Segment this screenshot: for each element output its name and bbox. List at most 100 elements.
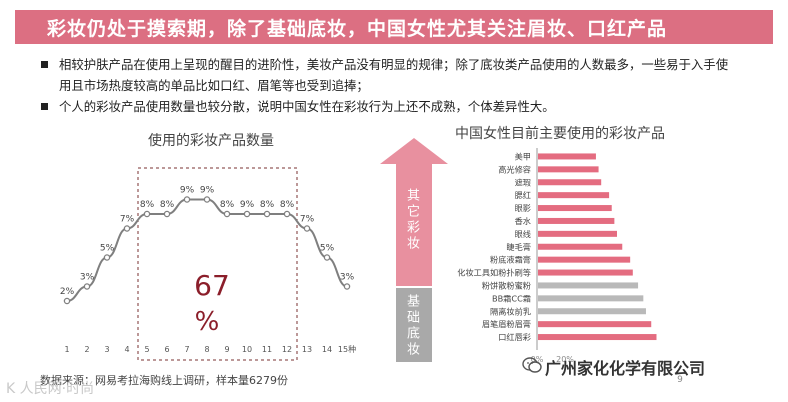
data-label: 9%	[180, 186, 195, 196]
data-label: 3%	[340, 273, 355, 283]
source-note: 数据来源：网易考拉海购线上调研，样本量6279份	[40, 374, 288, 387]
bullet-item: 个人的彩妆产品使用数量也较分散，说明中国女性在彩妆行为上还不成熟，个体差异性大。	[35, 96, 755, 117]
arrow-head	[380, 138, 448, 286]
x-tick-label: 5	[144, 345, 149, 354]
data-label: 7%	[300, 215, 315, 225]
data-point	[83, 283, 91, 290]
category-label: 隔离妆前乳	[490, 306, 531, 316]
arrow-top-label: 其它彩妆	[404, 188, 419, 252]
bullet-item: 相较护肤产品在使用上呈现的醒目的进阶性，美妆产品没有明显的规律；除了底妆类产品使…	[35, 54, 755, 96]
x-tick-label: 9	[224, 345, 229, 354]
data-label: 3%	[80, 273, 95, 283]
data-point	[203, 196, 211, 203]
data-label: 8%	[260, 200, 275, 210]
data-label: 2%	[60, 287, 75, 297]
left-chart-title: 使用的彩妆产品数量	[148, 133, 274, 149]
data-point	[283, 210, 291, 218]
axis-tick-label: 0%	[531, 355, 544, 364]
data-point	[243, 210, 251, 218]
arrow-graphic	[380, 138, 448, 362]
bullet-text: 相较护肤产品在使用上呈现的醒目的进阶性，美妆产品没有明显的规律；除了底妆类产品使…	[59, 57, 729, 72]
watermark-company: 广州家化化学有限公司	[545, 359, 706, 378]
category-label: 高光修容	[498, 164, 531, 174]
axis-tick-label: 20%	[556, 355, 574, 364]
x-tick-label: 14	[322, 345, 332, 354]
data-point	[143, 210, 151, 218]
bullet-list: 相较护肤产品在使用上呈现的醒目的进阶性，美妆产品没有明显的规律；除了底妆类产品使…	[35, 54, 755, 117]
data-label: 8%	[280, 200, 295, 210]
data-label: 9%	[200, 186, 215, 196]
category-label: 香水	[515, 216, 531, 226]
x-tick-label: 3	[104, 345, 109, 354]
bar	[538, 256, 631, 263]
category-label: 化妆工具如粉扑刷等	[457, 268, 531, 278]
data-point	[263, 210, 271, 218]
x-tick-label: 11	[262, 345, 272, 354]
page-title: 彩妆仍处于摸索期，除了基础底妆，中国女性尤其关注眉妆、口红产品	[47, 18, 668, 40]
category-label: 腮红	[515, 190, 531, 200]
bullet-text: 用且市场热度较高的单品比如口红、眉笔等也受到追捧；	[59, 78, 369, 93]
data-point	[343, 283, 351, 290]
x-tick-label: 13	[302, 345, 312, 354]
data-point	[123, 225, 131, 232]
x-tick-label: 1	[64, 345, 69, 354]
data-point	[183, 196, 191, 203]
watermark-left: K 人民网·时尚	[6, 381, 95, 397]
category-label: BB霜CC霜	[492, 293, 531, 303]
data-label: 7%	[120, 215, 135, 225]
x-tick-label: 12	[282, 345, 292, 354]
x-tick-label: 6	[164, 345, 169, 354]
bar	[538, 321, 652, 328]
category-label: 睫毛膏	[506, 242, 531, 252]
bullet-square-icon	[41, 61, 48, 68]
bar	[538, 192, 610, 199]
category-label: 粉底液霜膏	[490, 255, 531, 265]
bar	[538, 269, 633, 276]
category-label: 眼线	[515, 229, 531, 239]
x-tick-label: 4	[124, 345, 129, 354]
arrow-base	[396, 288, 432, 362]
category-label: 美甲	[515, 151, 531, 161]
x-tick-label: 15种	[338, 344, 356, 354]
x-tick-label: 7	[184, 345, 189, 354]
category-label: 眼影	[515, 203, 531, 213]
bar	[538, 243, 623, 250]
data-label: 5%	[100, 244, 115, 254]
bar	[538, 179, 602, 186]
bar	[538, 166, 599, 173]
data-point	[223, 210, 231, 218]
bar	[538, 217, 615, 224]
data-point	[103, 254, 111, 261]
data-point	[163, 210, 171, 218]
arrow-bottom-label: 基础底妆	[404, 294, 419, 358]
data-point	[63, 297, 71, 305]
data-label: 8%	[220, 200, 235, 210]
right-chart-title: 中国女性目前主要使用的彩妆产品	[455, 126, 665, 142]
data-point	[323, 254, 331, 261]
category-label: 遮瑕	[515, 177, 531, 187]
title-bar: 彩妆仍处于摸索期，除了基础底妆，中国女性尤其关注眉妆、口红产品	[15, 10, 773, 44]
category-label: 口红唇彩	[498, 332, 531, 342]
page-number: 9	[677, 375, 683, 385]
bullet-text: 个人的彩妆产品使用数量也较分散，说明中国女性在彩妆行为上还不成熟，个体差异性大。	[59, 99, 555, 114]
data-label: 9%	[240, 200, 255, 210]
x-tick-label: 8	[204, 345, 209, 354]
bar	[538, 295, 644, 302]
data-label: 8%	[160, 200, 175, 210]
data-label: 5%	[320, 244, 335, 254]
bullet-square-icon	[41, 103, 48, 110]
highlight-unit: %	[195, 307, 220, 337]
bar	[538, 205, 612, 212]
bar	[538, 282, 639, 289]
category-label: 眉笔眉粉眉膏	[482, 319, 531, 329]
bar	[538, 153, 596, 160]
x-tick-label: 10	[242, 345, 252, 354]
wechat-icon	[522, 357, 542, 373]
highlight-value: 67	[194, 269, 230, 302]
highlight-box	[137, 167, 298, 361]
base-vs-other-arrow: 其它彩妆 基础底妆	[380, 138, 448, 362]
bar	[538, 334, 657, 341]
x-tick-label: 2	[84, 345, 89, 354]
